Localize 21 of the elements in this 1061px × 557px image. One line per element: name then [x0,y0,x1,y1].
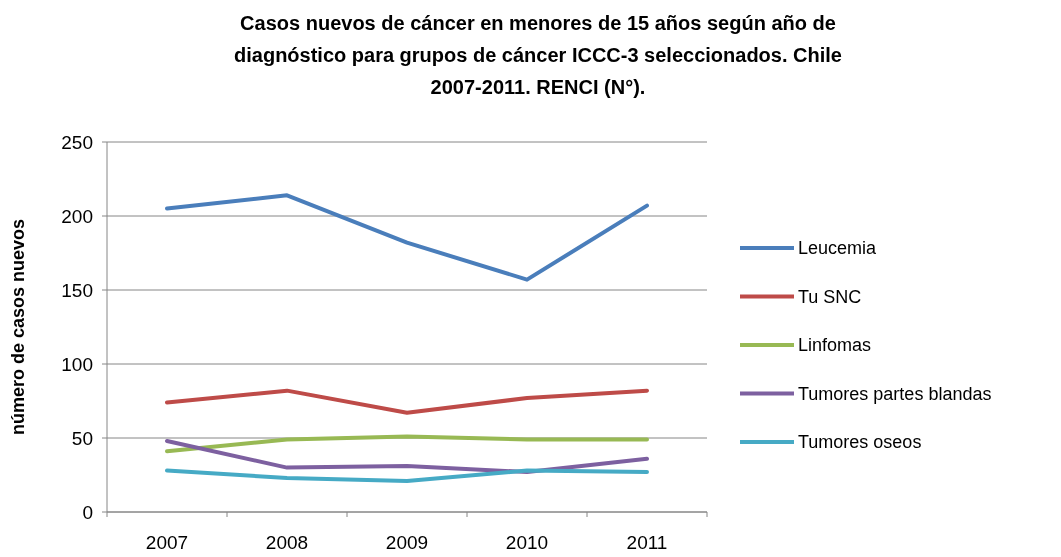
x-tick-label: 2009 [385,532,429,553]
line-series [165,388,649,415]
legend-label: Tumores oseos [798,432,922,453]
line-series [165,468,649,483]
y-tick-label: 200 [61,205,93,227]
x-tick-label: 2010 [505,532,549,553]
chart-title: Casos nuevos de cáncer en menores de 15 años según año de diagnóstico para grupos de cáncer ICCC-3 seleccionados. Chile 2007-2011. RENCI (N°). [234,12,842,98]
x-tick-label: 2008 [265,532,309,553]
x-tick-label: 2011 [626,532,668,553]
y-axis-title: número de casos nuevos [8,218,28,436]
y-tick-label: 0 [82,501,93,523]
legend-label: Leucemia [798,238,878,259]
line-series [165,193,649,282]
x-tick-label: 2007 [145,532,189,553]
y-tick-label: 250 [61,131,93,153]
y-tick-label: 50 [71,427,93,449]
legend-label: Tu SNC [798,286,862,307]
legend-label: Tumores partes blandas [798,383,992,404]
legend-label: Linfomas [798,335,872,356]
y-tick-label: 150 [61,279,93,301]
y-tick-label: 100 [61,353,93,375]
